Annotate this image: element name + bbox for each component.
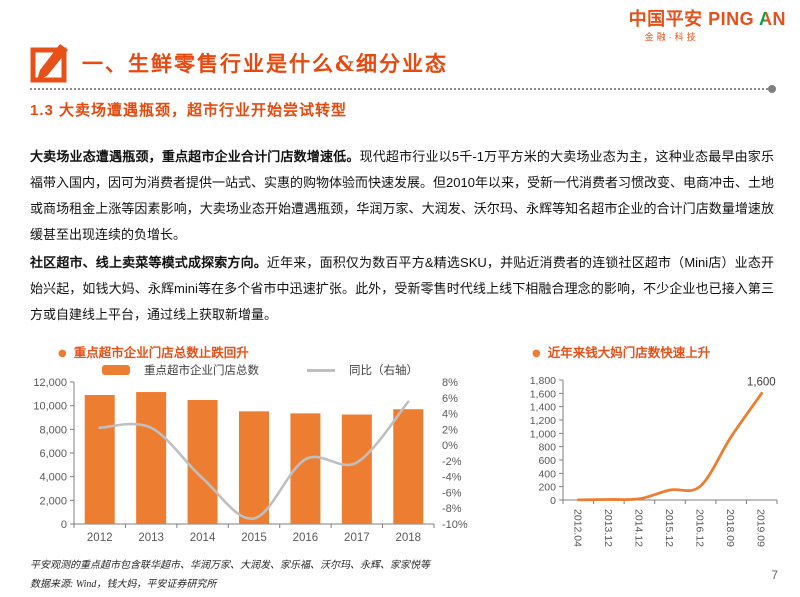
logo-en-text: PING AN [708,9,786,29]
paragraph-body: 现代超市行业以5千-1万平方米的大卖场业态为主，这种业态最早由家乐福带入国内，因… [30,149,774,242]
svg-text:2%: 2% [442,424,458,436]
svg-text:6%: 6% [442,393,458,405]
svg-text:8%: 8% [442,377,458,389]
svg-text:1,000: 1,000 [530,428,556,440]
yoy-line [98,400,410,520]
divider-end-dot [768,85,776,93]
chart-footnote: 平安观测的重点超市包含联华超市、华润万家、大润发、家乐福、沃尔玛、永辉、家家悦等 [30,560,430,571]
paragraph-lead: 社区超市、线上卖菜等模式成探索方向。 [30,255,267,270]
page-number: 7 [771,568,778,582]
logo-tagline: 金融·科技 [644,32,699,42]
logo-wordmark: 中国平安 PING AN [629,10,786,28]
svg-text:2019.09: 2019.09 [755,509,767,547]
legend-line-swatch [307,368,335,372]
svg-text:-10%: -10% [442,519,468,531]
svg-text:2015: 2015 [241,532,267,544]
svg-text:2018.09: 2018.09 [724,509,736,547]
svg-text:2012.04: 2012.04 [571,509,583,547]
paragraph-community: 社区超市、线上卖菜等模式成探索方向。近年来，面积仅为数百平方&精选SKU，并贴近… [30,250,774,328]
right-chart-title: ● 近年来钱大妈门店数快速上升 [532,345,711,360]
bar [393,409,424,524]
paragraph-lead: 大卖场业态遭遇瓶颈，重点超市企业合计门店数增速低。 [30,149,360,164]
svg-text:-8%: -8% [442,503,462,515]
svg-text:2013: 2013 [138,532,164,544]
pingan-logo: 中国平安 PING AN 金融·科技 [629,10,786,42]
svg-text:-4%: -4% [442,472,462,484]
store-count-bar-line-chart: 0 2,000 4,000 6,000 8,000 10,000 12,000 8% 6% 4% 2… [33,377,468,544]
paragraph-body: 近年来，面积仅为数百平方&精选SKU，并贴近消费者的连锁社区超市（Mini店）业… [30,255,774,322]
svg-text:400: 400 [538,468,556,480]
logo-cn-text: 中国平安 [628,9,703,29]
bar [136,392,167,524]
svg-text:2015.12: 2015.12 [663,509,675,547]
bar [84,395,115,524]
svg-text:200: 200 [538,482,556,494]
svg-text:2017: 2017 [344,532,370,544]
svg-text:0: 0 [550,495,556,507]
svg-text:1,600: 1,600 [530,388,556,400]
svg-text:10,000: 10,000 [33,401,67,413]
svg-text:2,000: 2,000 [39,495,67,507]
legend-bar-swatch [102,365,130,375]
bar [341,414,372,524]
svg-text:1,800: 1,800 [530,375,556,387]
svg-text:4%: 4% [442,409,458,421]
qiandama-line-chart: 02004006008001,0001,2001,4001,6001,80020… [530,375,778,547]
bar [239,411,269,524]
svg-text:2014.12: 2014.12 [632,509,644,547]
svg-text:-6%: -6% [442,487,462,499]
svg-text:0%: 0% [442,440,458,452]
left-chart-title: ● 重点超市企业门店总数止跌回升 [58,345,249,360]
svg-text:2013.12: 2013.12 [602,509,614,547]
svg-text:6,000: 6,000 [39,448,67,460]
svg-text:1,600: 1,600 [747,376,776,388]
svg-text:2016: 2016 [293,532,319,544]
left-chart-legend: 重点超市企业门店总数 同比（右轴） [60,362,460,378]
svg-text:2014: 2014 [190,532,216,544]
legend-bar-label: 重点超市企业门店总数 [144,365,259,377]
svg-text:1,400: 1,400 [530,402,556,414]
bar [187,399,218,524]
svg-text:2012: 2012 [87,532,113,544]
section-title: 一、生鲜零售行业是什么&细分业态 [82,51,448,76]
bullet-icon: ● [58,348,67,359]
legend-line-label: 同比（右轴） [349,365,418,377]
slide-subtitle: 1.3 大卖场遭遇瓶颈，超市行业开始尝试转型 [30,102,348,119]
svg-text:800: 800 [538,442,556,454]
dotted-divider [30,85,776,93]
bullet-icon: ● [532,348,541,359]
svg-text:8,000: 8,000 [39,424,67,436]
svg-text:600: 600 [538,455,556,467]
svg-text:-2%: -2% [442,456,462,468]
store-count-line [576,391,764,502]
paragraph-hypermarket: 大卖场业态遭遇瓶颈，重点超市企业合计门店数增速低。现代超市行业以5千-1万平方米… [30,144,774,248]
svg-text:12,000: 12,000 [33,377,67,389]
svg-text:2018: 2018 [395,532,421,544]
svg-text:1,200: 1,200 [530,415,556,427]
svg-text:2016.12: 2016.12 [694,509,706,547]
logo-green-a: A [759,9,773,29]
pencil-edit-icon [30,44,68,83]
svg-text:0: 0 [61,519,67,531]
data-source: 数据来源: Wind，钱大妈，平安证券研究所 [30,579,217,590]
svg-text:4,000: 4,000 [39,472,67,484]
